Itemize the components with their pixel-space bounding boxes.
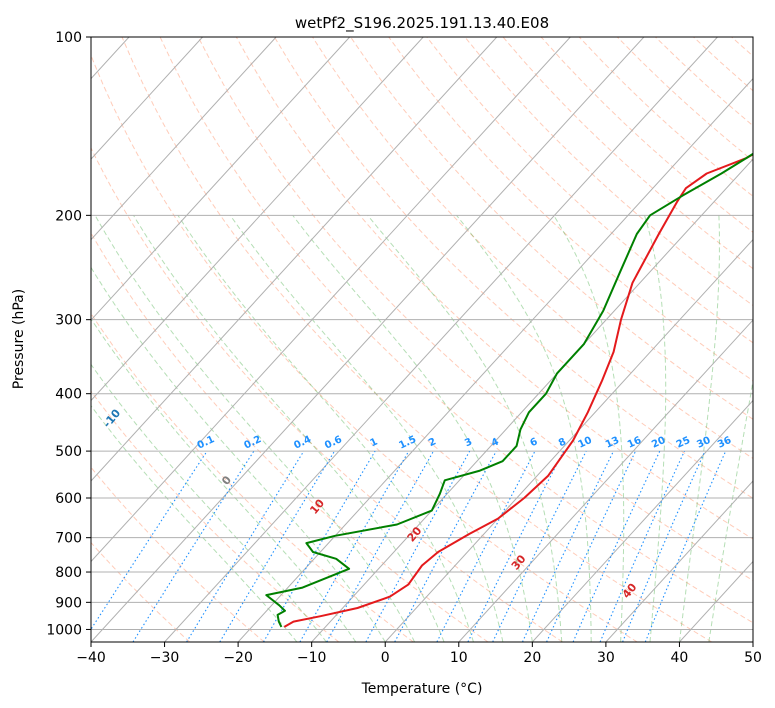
- y-tick-label: 400: [55, 387, 82, 403]
- mixing-ratio-line: [186, 450, 305, 642]
- dry-adiabat-line: [91, 53, 638, 642]
- dry-adiabat-line: [91, 146, 563, 642]
- dry-adiabat-line: [91, 312, 414, 642]
- mixing-ratio-line: [644, 450, 727, 642]
- mixing-ratio-line: [91, 450, 208, 631]
- mixing-ratio-line: [132, 450, 255, 642]
- dry-adiabat-line: [312, 37, 753, 460]
- dewpoint-line: [265, 152, 753, 628]
- y-tick-label: 700: [55, 531, 82, 547]
- mixing-ratio-line: [394, 450, 497, 642]
- moist-adiabat-line: [177, 215, 474, 642]
- isotherm-gridline: [91, 37, 203, 160]
- mixing-ratio-label: 2: [427, 436, 438, 449]
- mixing-ratio-label: 4: [490, 436, 501, 449]
- isotherm-gridlines: [91, 37, 753, 642]
- dry-adiabats: [91, 37, 753, 642]
- y-axis-label: Pressure (hPa): [11, 289, 27, 389]
- isotherm-gridline: [91, 37, 645, 642]
- mixing-ratio-label: 36: [716, 435, 733, 451]
- y-tick-label: 200: [55, 208, 82, 224]
- mixing-ratio-label: 6: [529, 436, 540, 449]
- isotherm-gridline: [91, 37, 351, 321]
- dry-adiabat-line: [197, 37, 753, 582]
- moist-adiabats: [91, 214, 753, 642]
- mixing-ratio-label: 25: [675, 435, 692, 451]
- isotherm-gridline: [605, 480, 753, 642]
- mixing-ratio-line: [326, 450, 434, 642]
- x-tick-label: 50: [744, 650, 762, 666]
- moist-adiabat-line: [91, 404, 298, 642]
- x-axis-label: Temperature (°C): [361, 681, 483, 697]
- x-tick-label: −10: [297, 650, 327, 666]
- dry-adiabat-line: [464, 37, 753, 307]
- isotherm-gridline: [91, 37, 277, 241]
- mixing-ratio-line: [572, 450, 661, 642]
- isotherm-gridline: [164, 37, 718, 642]
- mixing-ratio-line: [365, 450, 471, 642]
- moist-adiabat-line: [553, 215, 625, 642]
- y-tick-label: 800: [55, 565, 82, 581]
- dry-adiabat-line: [388, 37, 753, 382]
- temperature-line: [283, 153, 753, 628]
- isotherm-gridline: [237, 77, 753, 642]
- chart-title: wetPf2_S196.2025.191.13.40.E08: [295, 14, 549, 33]
- dry-adiabat-line: [159, 37, 753, 624]
- dry-adiabat-line: [273, 37, 753, 499]
- isotherm-gridline: [384, 238, 753, 642]
- mixing-ratio-line: [622, 450, 706, 642]
- mixing-ratio-line: [219, 450, 336, 642]
- x-tick-label: 30: [597, 650, 615, 666]
- dry-adiabat-line: [235, 37, 753, 540]
- isotherm-gridline: [91, 37, 498, 482]
- y-tick-label: 1000: [46, 622, 82, 638]
- mixing-ratio-label: 16: [626, 435, 643, 451]
- moist-adiabat-line: [678, 215, 720, 642]
- plot-frame: [90, 36, 754, 643]
- x-tick-label: −40: [76, 650, 106, 666]
- y-tick-label: 600: [55, 491, 82, 507]
- moist-adiabat-line: [91, 363, 327, 642]
- mixing-ratio-label: 20: [650, 435, 667, 451]
- isotherm-gridline: [91, 37, 571, 563]
- mixing-ratio-label: 30: [695, 435, 712, 451]
- mixing-ratio-label: 8: [557, 436, 568, 449]
- x-tick-label: −30: [150, 650, 180, 666]
- moist-adiabat-line: [133, 215, 445, 642]
- plot-area: 0.1 0.2 0.4 0.6 1 1.5 2 3 4 6 8 10 13 16 20 25 30 36 -100…: [91, 37, 753, 642]
- moist-adiabat-line: [91, 317, 357, 642]
- y-axis-ticks: 1000 900 800 700 600 500 400 300 200 100: [46, 30, 91, 638]
- mixing-ratio-label: 13: [604, 435, 621, 451]
- mixing-ratio-label: 10: [577, 435, 594, 451]
- x-tick-label: 10: [450, 650, 468, 666]
- x-axis-ticks: −40 −30 −20 −10 0 10 20 30 40 50: [76, 642, 762, 666]
- x-tick-label: 20: [523, 650, 541, 666]
- moist-adiabat-line: [91, 266, 386, 642]
- mixing-ratio-label: 3: [463, 436, 474, 449]
- moist-adiabat-line: [367, 214, 563, 642]
- y-tick-label: 300: [55, 313, 82, 329]
- y-tick-label: 500: [55, 444, 82, 460]
- isotherm-gridline: [458, 319, 753, 642]
- mixing-ratio-line: [599, 450, 685, 642]
- isotherm-gridline: [91, 37, 424, 402]
- moist-adiabat-line: [292, 214, 533, 642]
- moist-adiabat-line: [94, 215, 416, 642]
- isotherm-gridline: [311, 158, 753, 642]
- y-tick-label: 900: [55, 595, 82, 611]
- profile-series: [265, 152, 753, 628]
- mixing-ratio-label: 1: [369, 436, 380, 449]
- y-tick-label: 100: [55, 30, 82, 46]
- mixing-ratio-line: [467, 450, 565, 642]
- moist-adiabat-line: [644, 215, 667, 642]
- isotherm-gridline: [531, 399, 753, 642]
- x-tick-label: −20: [223, 650, 253, 666]
- mixing-ratio-lines: 0.1 0.2 0.4 0.6 1 1.5 2 3 4 6 8 10 13 16 20 25 30 36: [91, 434, 733, 642]
- mixing-ratio-line: [492, 450, 587, 642]
- x-tick-label: 0: [381, 650, 390, 666]
- x-tick-label: 40: [671, 650, 689, 666]
- dry-adiabat-line: [91, 466, 265, 642]
